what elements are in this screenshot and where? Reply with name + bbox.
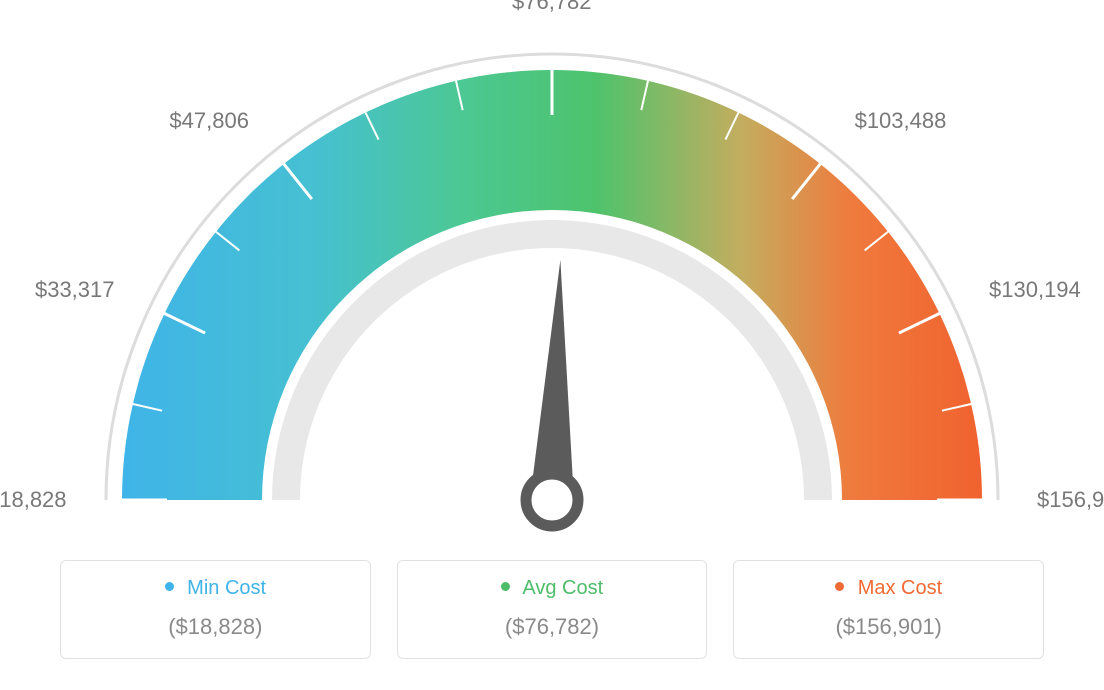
min-cost-title: Min Cost [71, 577, 360, 600]
max-dot-icon [835, 582, 844, 591]
summary-cards: Min Cost ($18,828) Avg Cost ($76,782) Ma… [0, 560, 1104, 689]
min-dot-icon [165, 582, 174, 591]
avg-dot-icon [501, 582, 510, 591]
tick-label: $156,901 [1037, 487, 1104, 513]
max-cost-title-text: Max Cost [858, 577, 942, 599]
min-cost-title-text: Min Cost [187, 577, 266, 599]
max-cost-title: Max Cost [744, 577, 1033, 600]
needle-hub-icon [526, 474, 578, 526]
gauge-svg [0, 0, 1104, 560]
tick-label: $33,317 [35, 277, 115, 303]
cost-gauge: $18,828 $33,317 $47,806 $76,782 $103,488 $130… [0, 0, 1104, 560]
avg-cost-title: Avg Cost [408, 577, 697, 600]
min-cost-card: Min Cost ($18,828) [60, 560, 371, 659]
max-cost-value: ($156,901) [744, 614, 1033, 640]
tick-label: $103,488 [855, 108, 947, 134]
tick-label: $18,828 [0, 487, 67, 513]
avg-cost-card: Avg Cost ($76,782) [397, 560, 708, 659]
min-cost-value: ($18,828) [71, 614, 360, 640]
avg-cost-title-text: Avg Cost [522, 577, 603, 599]
avg-cost-value: ($76,782) [408, 614, 697, 640]
needle-shape [542, 260, 562, 500]
tick-label: $47,806 [169, 108, 249, 134]
tick-label: $130,194 [989, 277, 1081, 303]
tick-label: $76,782 [512, 0, 592, 15]
max-cost-card: Max Cost ($156,901) [733, 560, 1044, 659]
